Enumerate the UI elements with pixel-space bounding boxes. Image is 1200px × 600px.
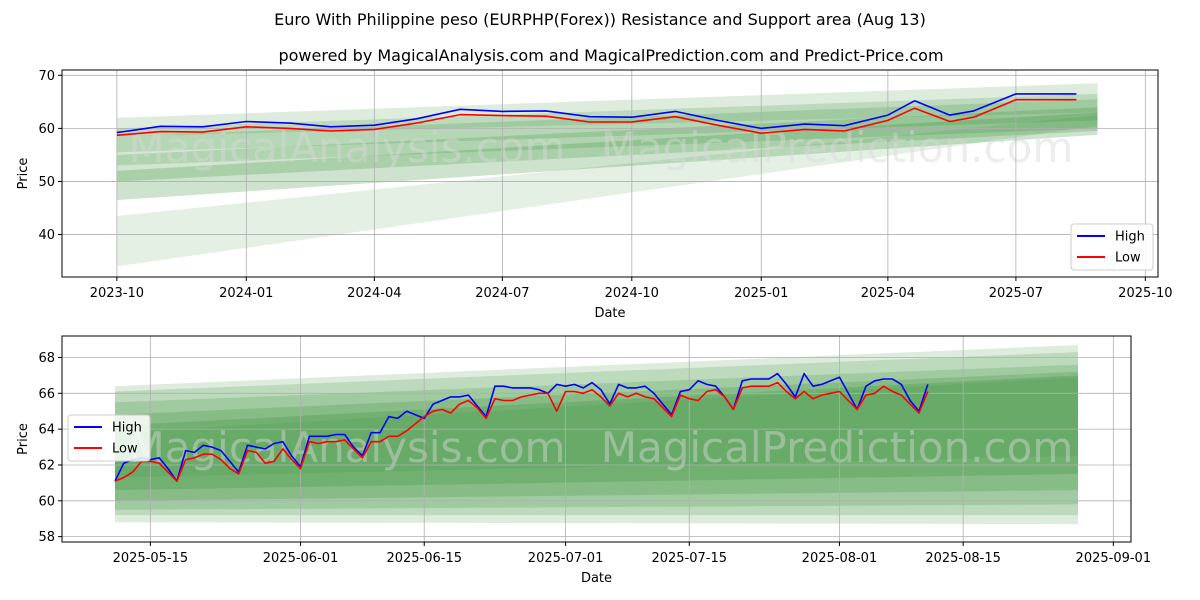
- y-tick-label: 58: [38, 530, 55, 545]
- x-axis-label: Date: [594, 306, 625, 321]
- x-tick-label: 2025-08-01: [802, 551, 878, 566]
- x-tick-label: 2025-06-01: [263, 551, 339, 566]
- x-tick-label: 2025-04: [861, 286, 915, 301]
- legend-label-low: Low: [1115, 251, 1141, 266]
- support-resistance-band: [116, 93, 1098, 153]
- support-resistance-band: [116, 115, 1098, 267]
- y-tick-label: 70: [38, 69, 55, 84]
- chart-subtitle: powered by MagicalAnalysis.com and Magic…: [278, 46, 943, 65]
- x-tick-label: 2025-01: [734, 286, 788, 301]
- x-tick-label: 2025-09-01: [1076, 551, 1152, 566]
- x-tick-label: 2025-07-01: [528, 551, 604, 566]
- x-tick-label: 2025-05-15: [113, 551, 189, 566]
- support-resistance-band: [115, 377, 1078, 478]
- chart-title: Euro With Philippine peso (EURPHP(Forex)…: [274, 10, 926, 29]
- x-tick-label: 2025-06-15: [386, 551, 462, 566]
- plot-area: MagicalAnalysis.com MagicalPrediction.com: [62, 70, 1158, 277]
- plot-frame: [61, 69, 1159, 278]
- x-tick-label: 2024-04: [347, 286, 401, 301]
- x-tick-label: 2024-07: [475, 286, 529, 301]
- x-tick-label: 2023-10: [90, 286, 144, 301]
- y-tick-label: 68: [38, 351, 55, 366]
- legend: High Low: [1070, 223, 1154, 271]
- series-line-high: [114, 372, 929, 482]
- series-line-low: [116, 98, 1077, 137]
- top-chart-panel: MagicalAnalysis.com MagicalPrediction.com…: [16, 69, 1173, 321]
- y-axis-label: Price: [16, 158, 31, 190]
- support-resistance-band: [115, 352, 1078, 516]
- x-tick-label: 2025-07: [989, 286, 1043, 301]
- y-tick-label: 62: [38, 458, 55, 473]
- legend-label-high: High: [112, 421, 142, 436]
- x-tick-label: 2025-08-15: [925, 551, 1001, 566]
- x-axis-label: Date: [581, 571, 612, 586]
- bottom-chart-panel: MagicalAnalysis.com MagicalPrediction.com…: [16, 335, 1152, 586]
- y-tick-label: 60: [38, 494, 55, 509]
- support-resistance-band: [115, 364, 1078, 510]
- support-resistance-band: [116, 83, 1098, 137]
- x-tick-label: 2024-01: [219, 286, 273, 301]
- y-tick-label: 66: [38, 387, 55, 402]
- support-resistance-band: [116, 107, 1098, 182]
- y-tick-label: 64: [38, 423, 55, 438]
- series-line-low: [114, 381, 929, 482]
- support-resistance-band: [115, 345, 1078, 525]
- x-tick-label: 2024-10: [605, 286, 659, 301]
- x-tick-label: 2025-10: [1118, 286, 1172, 301]
- y-tick-label: 60: [38, 122, 55, 137]
- support-resistance-band: [115, 371, 1078, 501]
- watermark-prediction: MagicalPrediction.com: [601, 423, 1074, 472]
- plot-area: MagicalAnalysis.com MagicalPrediction.com: [62, 336, 1131, 542]
- legend-label-low: Low: [112, 442, 138, 457]
- x-tick-label: 2025-07-15: [651, 551, 727, 566]
- y-axis-label: Price: [16, 423, 31, 455]
- y-tick-label: 50: [38, 175, 55, 190]
- series-line-high: [116, 93, 1077, 134]
- support-resistance-band: [116, 99, 1098, 166]
- support-resistance-band: [116, 112, 1098, 200]
- legend: High Low: [67, 414, 151, 462]
- y-tick-label: 40: [38, 228, 55, 243]
- support-resistance-band: [115, 375, 1078, 491]
- legend-label-high: High: [1115, 230, 1145, 245]
- plot-frame: [61, 335, 1132, 543]
